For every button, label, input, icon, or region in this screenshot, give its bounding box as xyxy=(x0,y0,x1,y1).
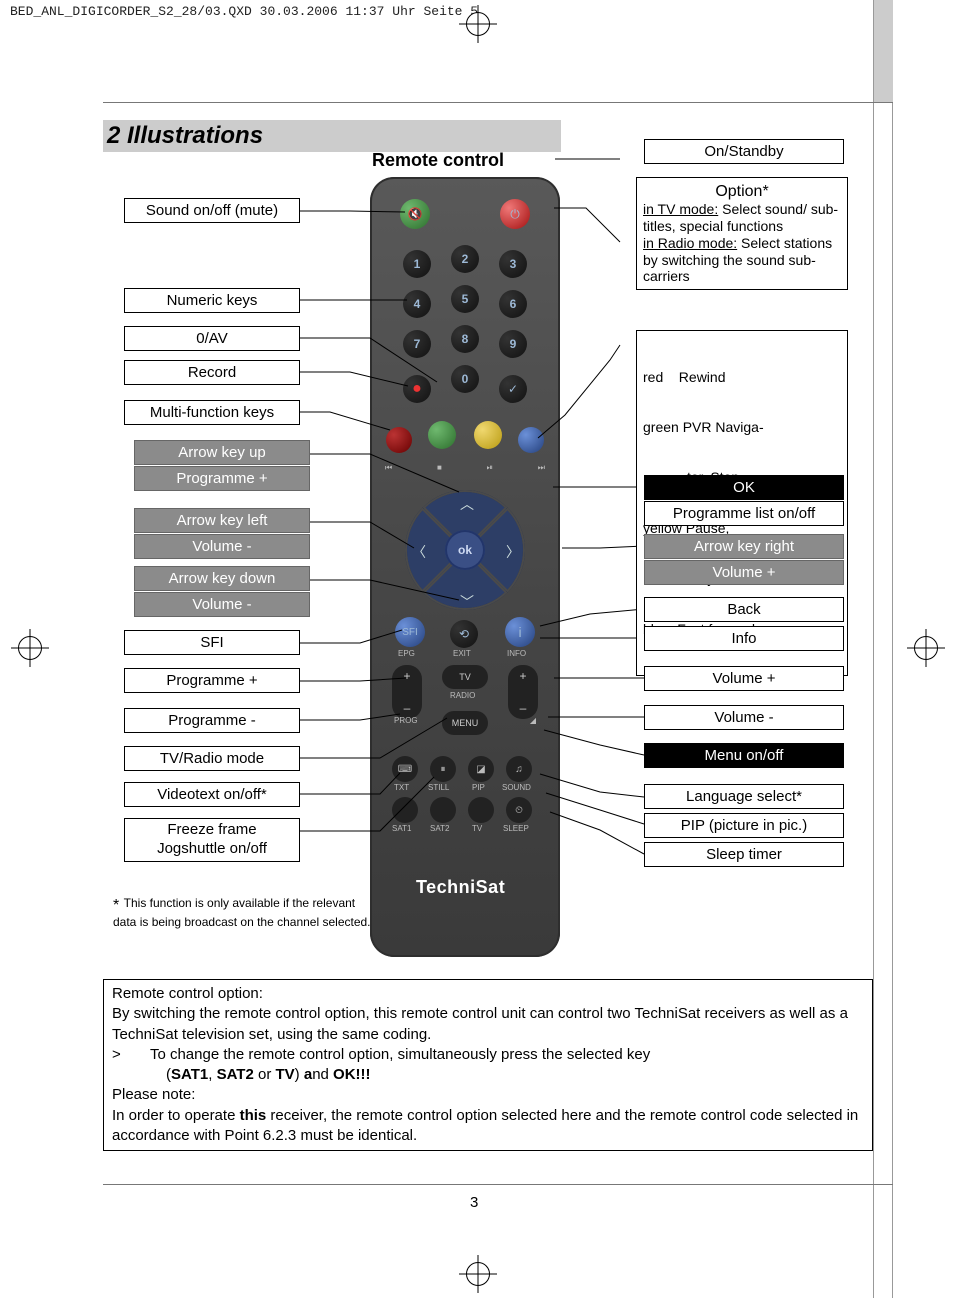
bb-l4: (SAT1, SAT2 or TV) and OK!!! xyxy=(112,1065,864,1085)
bottom-box: Remote control option: By switching the … xyxy=(103,979,873,1151)
label-proglist: Programme list on/off xyxy=(644,501,844,526)
footnote-star: * xyxy=(113,897,124,914)
label-volminus-b: Volume - xyxy=(134,592,310,617)
label-pip: PIP (picture in pic.) xyxy=(644,813,844,838)
page: BED_ANL_DIGICORDER_S2_28/03.QXD 30.03.20… xyxy=(0,0,954,1298)
label-arrow-up: Arrow key up xyxy=(134,440,310,465)
label-volminus-r: Volume - xyxy=(644,705,844,730)
label-volplus-b: Volume + xyxy=(644,666,844,691)
option-title: Option* xyxy=(643,182,841,201)
page-number: 3 xyxy=(470,1194,478,1211)
bb-l3: > To change the remote control option, s… xyxy=(112,1045,864,1065)
bb-l5: Please note: xyxy=(112,1085,864,1105)
label-progplus-a: Programme + xyxy=(134,466,310,491)
label-volplus-a: Volume + xyxy=(644,560,844,585)
label-info: Info xyxy=(644,626,844,651)
label-0av: 0/AV xyxy=(124,326,300,351)
footnote: * This function is only available if the… xyxy=(113,896,373,930)
label-numeric: Numeric keys xyxy=(124,288,300,313)
bb-l6: In order to operate this receiver, the r… xyxy=(112,1106,864,1147)
rule-bottom xyxy=(103,1184,893,1185)
label-option: Option* in TV mode: Select sound/ sub-ti… xyxy=(636,177,848,290)
label-onstandby: On/Standby xyxy=(644,139,844,164)
freeze-line1: Freeze frame xyxy=(129,821,295,840)
ck-red: red Rewind xyxy=(643,369,841,386)
label-ok: OK xyxy=(644,475,844,500)
label-progplus-b: Programme + xyxy=(124,668,300,693)
label-sleep: Sleep timer xyxy=(644,842,844,867)
bb-l1: Remote control option: xyxy=(112,984,864,1004)
label-tvradio: TV/Radio mode xyxy=(124,746,300,771)
label-record: Record xyxy=(124,360,300,385)
label-mute: Sound on/off (mute) xyxy=(124,198,300,223)
ck-green1: green PVR Naviga- xyxy=(643,419,841,436)
label-volminus-a: Volume - xyxy=(134,534,310,559)
crop-mark-bottom xyxy=(466,1262,490,1286)
label-multifunc: Multi-function keys xyxy=(124,400,300,425)
label-freeze: Freeze frame Jogshuttle on/off xyxy=(124,818,300,862)
footnote-text: This function is only available if the r… xyxy=(113,896,371,929)
label-menu: Menu on/off xyxy=(644,743,844,768)
label-arrow-left: Arrow key left xyxy=(134,508,310,533)
label-arrow-right: Arrow key right xyxy=(644,534,844,559)
label-sfi: SFI xyxy=(124,630,300,655)
bb-l2: By switching the remote control option, … xyxy=(112,1004,864,1045)
label-progminus: Programme - xyxy=(124,708,300,733)
option-tv-u: in TV mode: xyxy=(643,201,718,217)
label-arrow-down: Arrow key down xyxy=(134,566,310,591)
freeze-line2: Jogshuttle on/off xyxy=(129,840,295,859)
label-lang: Language select* xyxy=(644,784,844,809)
label-videotext: Videotext on/off* xyxy=(124,782,300,807)
option-radio-u: in Radio mode: xyxy=(643,235,737,251)
label-back: Back xyxy=(644,597,844,622)
